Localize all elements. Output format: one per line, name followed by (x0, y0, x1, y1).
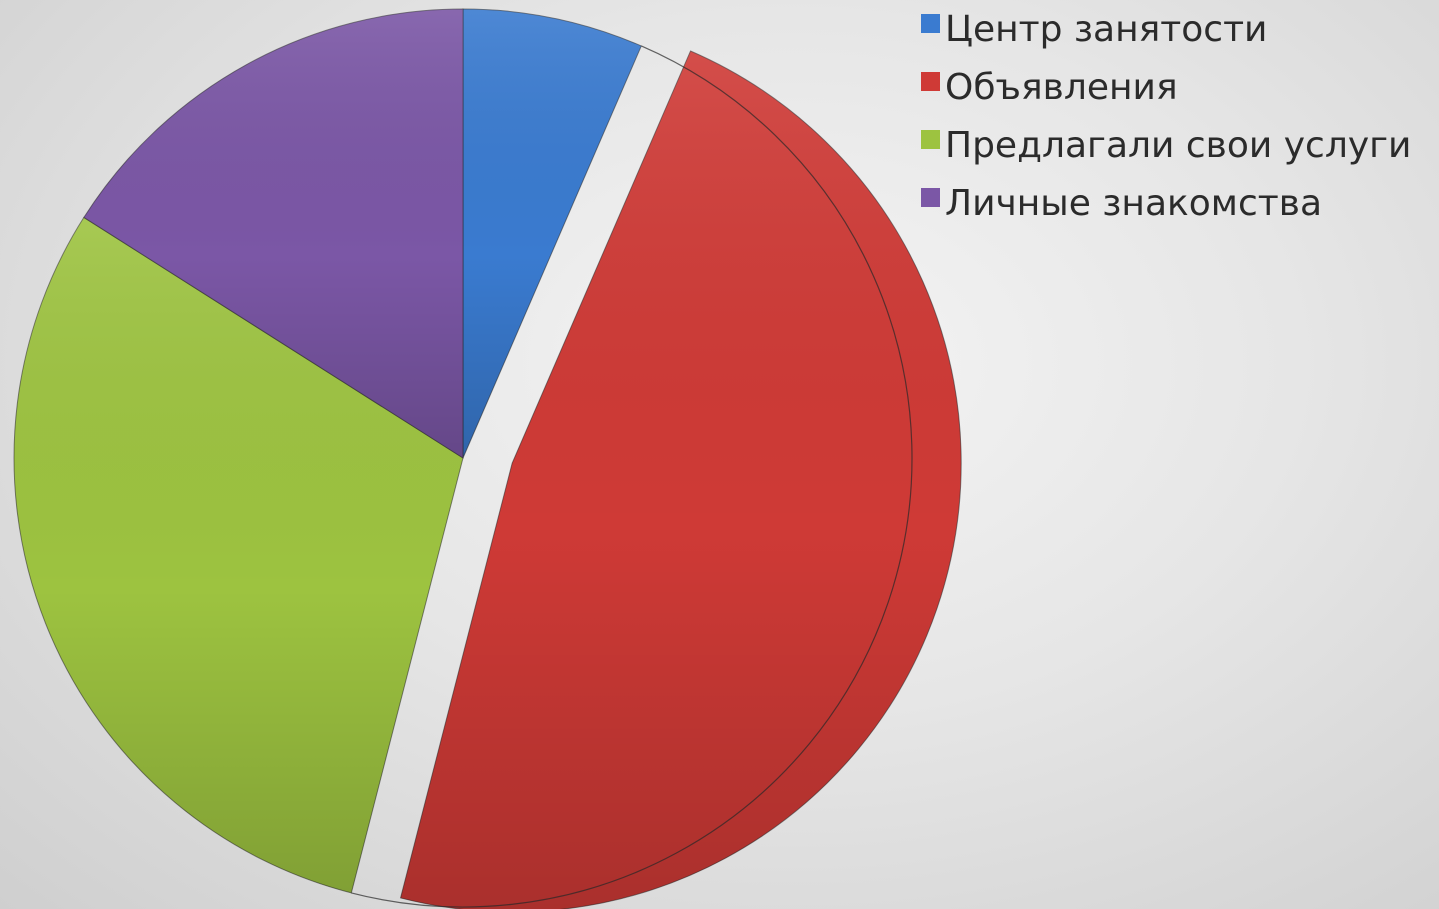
pie-slice-shade-1 (400, 50, 962, 909)
legend-swatch (921, 129, 940, 149)
legend-swatch (921, 13, 940, 33)
legend-swatch (921, 71, 940, 91)
pie-outline-arc (351, 45, 913, 908)
legend-label: Центр занятости (945, 8, 1268, 50)
legend-item-personal-contacts: Личные знакомства (921, 174, 1411, 232)
pie-slice-shade-3 (83, 9, 463, 458)
legend-swatch (921, 187, 940, 207)
legend-label: Предлагали свои услуги (945, 124, 1412, 166)
legend-label: Объявления (945, 66, 1178, 108)
legend-label: Личные знакомства (945, 182, 1322, 224)
pie-slice-shade-2 (14, 217, 464, 893)
pie-slice-shade-0 (463, 9, 642, 458)
legend-item-offered-services: Предлагали свои услуги (921, 116, 1411, 174)
pie-slices (13, 8, 962, 909)
legend-item-employment-center: Центр занятости (921, 0, 1411, 58)
legend-item-ads: Объявления (921, 58, 1411, 116)
chart-legend: Центр занятости Объявления Предлагали св… (921, 0, 1411, 232)
